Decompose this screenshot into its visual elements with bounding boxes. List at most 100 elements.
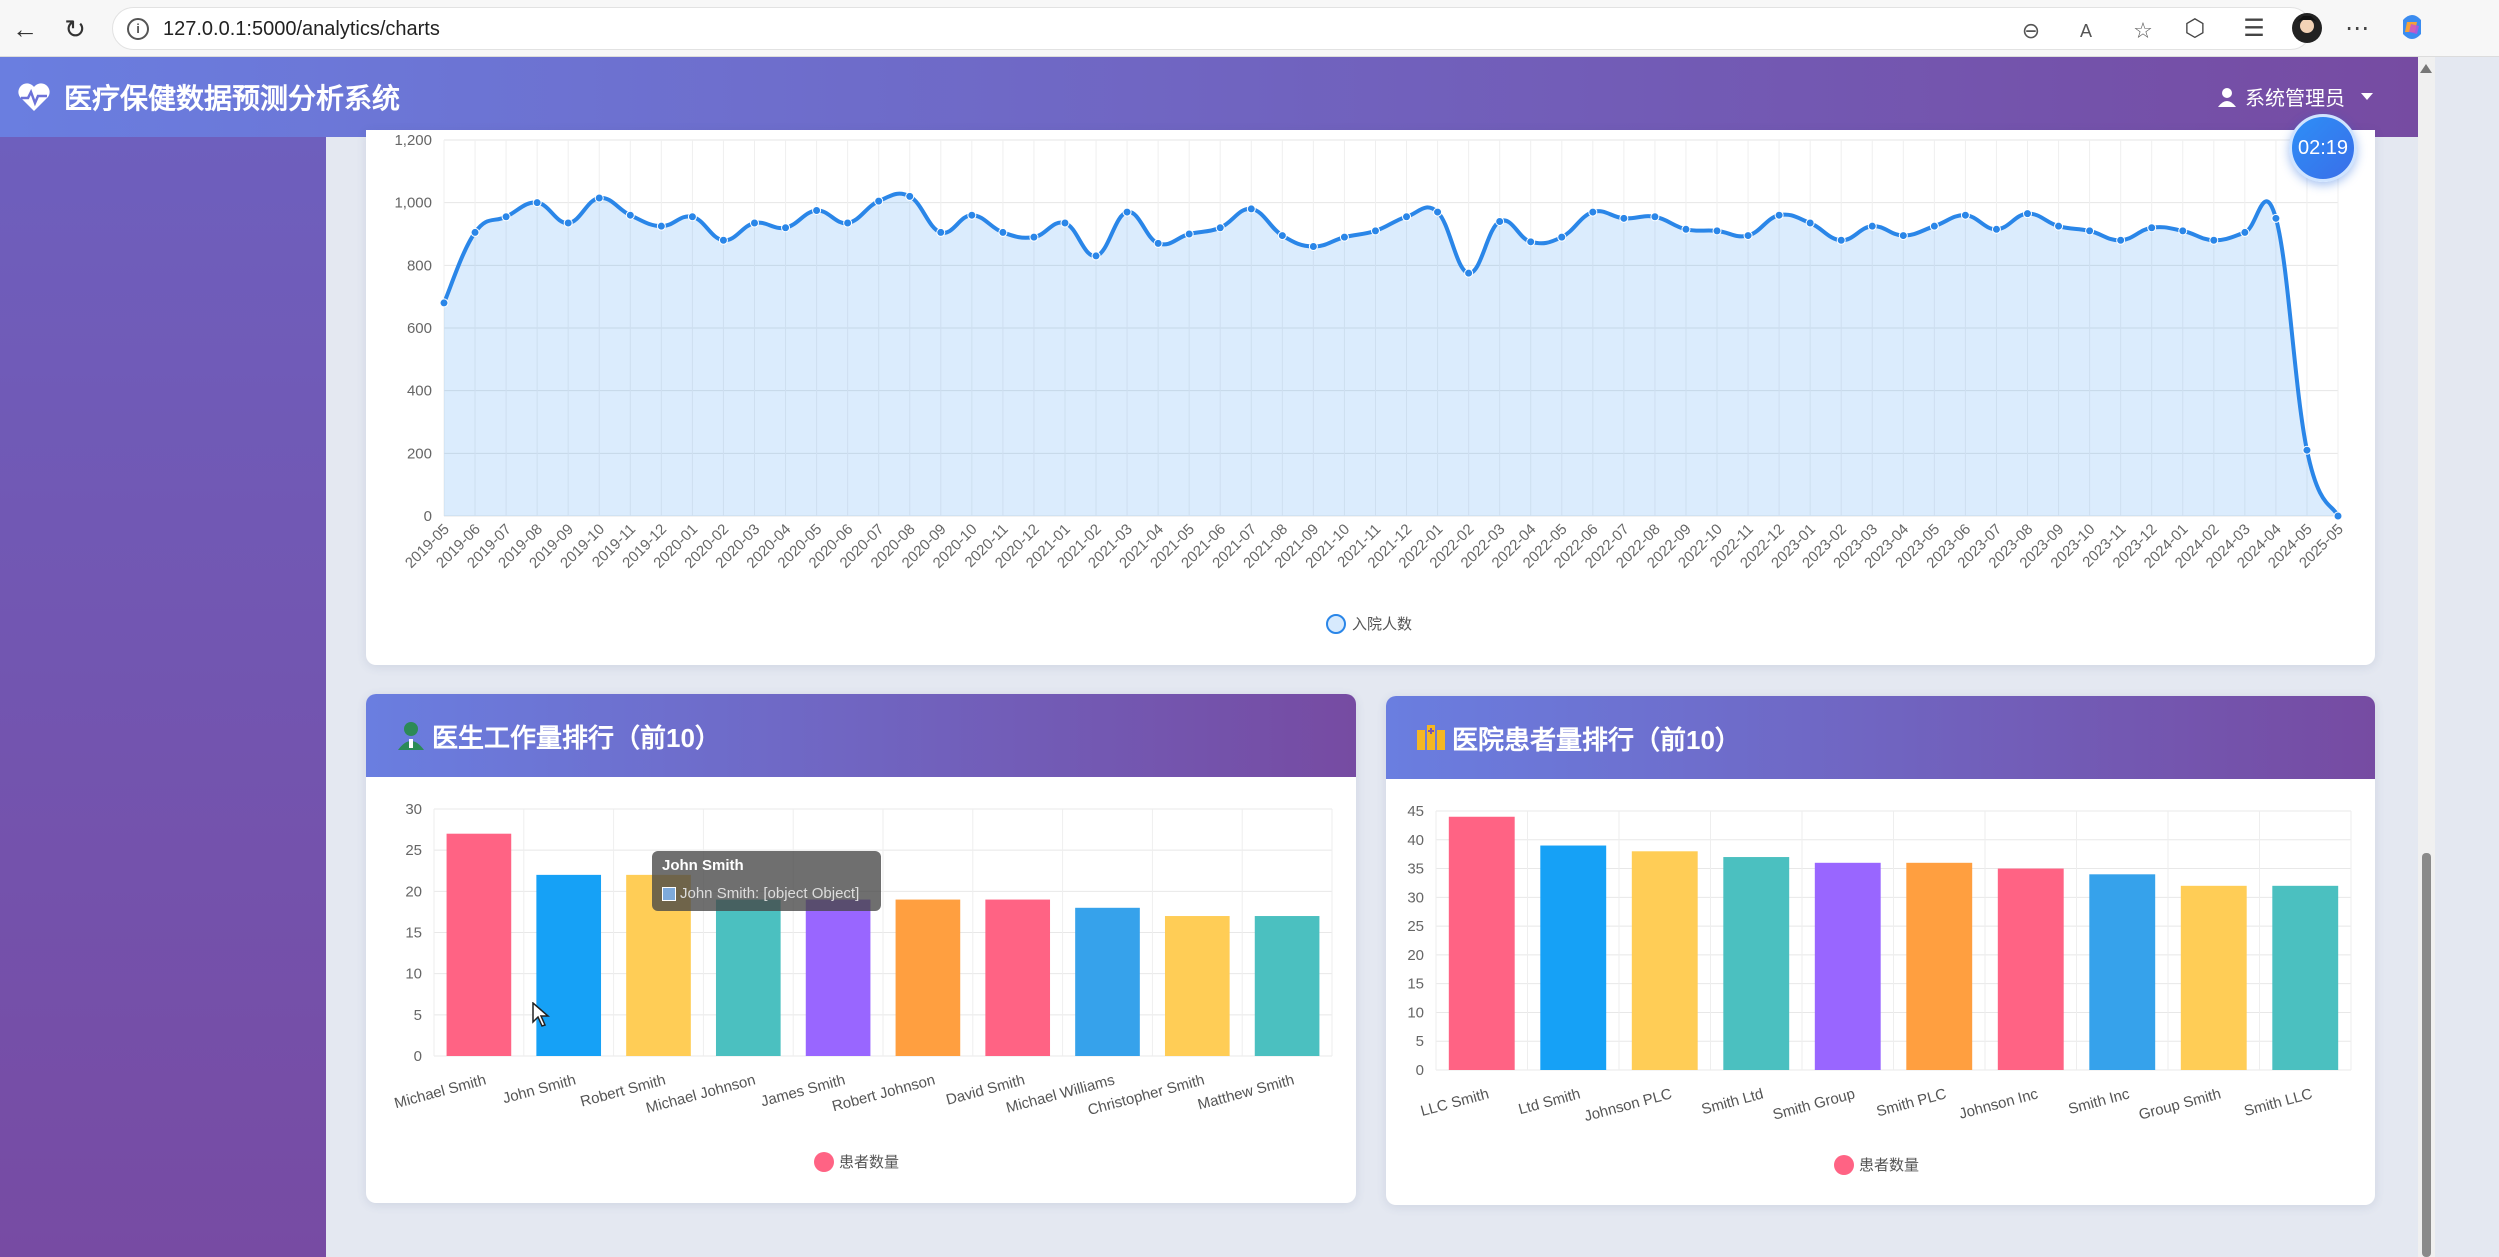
data-point [563, 218, 573, 228]
data-point [625, 210, 635, 220]
bar [536, 874, 602, 1056]
data-point [1774, 210, 1784, 220]
y-tick-label: 35 [1407, 861, 1424, 878]
y-tick-label: 40 [1407, 832, 1424, 849]
y-tick-label: 0 [414, 1048, 422, 1065]
data-point [2178, 226, 2188, 236]
zoom-out-icon[interactable]: ⊖ [2021, 18, 2041, 43]
data-point [1526, 237, 1536, 247]
x-tick-label: Michael Smith [393, 1071, 488, 1112]
data-point [2333, 511, 2343, 521]
admissions-line-chart: 02004006008001,0001,2002019-052019-06201… [394, 132, 2347, 634]
legend-label: 入院人数 [1352, 615, 1412, 633]
data-point [1588, 207, 1598, 217]
hospital-patients-card: 医院患者量排行（前10） 0 5 10 15 20 25 30 35 40 45 LLC Smith… [1386, 696, 2375, 1205]
data-point [532, 198, 542, 208]
x-tick-label: Group Smith [2137, 1085, 2223, 1123]
bar [2180, 885, 2247, 1070]
user-menu[interactable]: 系统管理员 [2217, 82, 2373, 111]
bar [2272, 885, 2339, 1070]
sidebar [0, 137, 326, 1257]
bar [895, 899, 961, 1056]
data-point [905, 191, 915, 201]
doctor-icon [398, 722, 424, 750]
bar [1631, 851, 1698, 1070]
data-point [656, 221, 666, 231]
data-point [936, 227, 946, 237]
y-tick-label: 0 [1416, 1062, 1424, 1079]
data-point [1370, 226, 1380, 236]
data-point [1339, 232, 1349, 242]
more-icon[interactable]: ⋯ [2345, 15, 2369, 42]
data-point [2271, 213, 2281, 223]
legend-swatch [814, 1152, 834, 1172]
data-point [1495, 216, 1505, 226]
y-tick-label: 10 [1407, 1004, 1424, 1021]
reload-icon[interactable]: ↻ [64, 13, 86, 44]
copilot-icon[interactable] [2395, 12, 2429, 46]
y-tick-label: 30 [405, 801, 422, 818]
y-tick-label: 20 [405, 883, 422, 900]
legend-swatch [1834, 1155, 1854, 1175]
card-header: 医院患者量排行（前10） [1386, 696, 2375, 779]
user-icon [2218, 87, 2236, 107]
chevron-down-icon [2361, 93, 2373, 100]
data-point [843, 218, 853, 228]
app-header: 医疗保健数据预测分析系统 系统管理员 [0, 57, 2418, 137]
tooltip-swatch [662, 887, 676, 901]
data-point [1277, 231, 1287, 241]
data-point [1836, 235, 1846, 245]
doctor-bar-chart: 0 5 10 15 20 25 30 Michael Smith John Smith Rober… [393, 801, 1333, 1172]
data-point [2054, 221, 2064, 231]
favorites-icon[interactable]: ☰ [2243, 15, 2265, 42]
bar [1075, 907, 1140, 1056]
data-point [1898, 231, 1908, 241]
favorite-star-icon[interactable]: ☆ [2133, 18, 2153, 43]
data-point [1153, 238, 1163, 248]
extensions-icon[interactable]: ⬡ [2184, 15, 2206, 42]
bar [1997, 868, 2064, 1070]
info-icon[interactable]: i [127, 18, 149, 40]
y-tick-label: 20 [1407, 947, 1424, 964]
bar [1814, 862, 1881, 1070]
data-point [1122, 207, 1132, 217]
card-header: 医生工作量排行（前10） [366, 694, 1356, 777]
data-point [998, 227, 1008, 237]
read-aloud-icon[interactable]: A [2079, 21, 2092, 41]
admissions-chart-card: 0 200 400 600 800 1,000 1,200 2019-05 2019-06 201… [366, 130, 2375, 665]
data-point [2209, 235, 2219, 245]
data-point [874, 196, 884, 206]
data-point [2302, 445, 2312, 455]
data-point [1743, 231, 1753, 241]
data-point [1060, 218, 1070, 228]
heartbeat-icon [18, 83, 50, 111]
x-tick-label: Ltd Smith [1517, 1085, 1583, 1118]
bar [715, 899, 781, 1056]
data-point [1184, 229, 1194, 239]
back-arrow-icon[interactable]: ← [12, 13, 38, 44]
y-tick-label: 1,000 [394, 195, 432, 212]
data-point [2240, 227, 2250, 237]
address-bar[interactable]: i 127.0.0.1:5000/analytics/charts ⊖ A ☆ [112, 7, 2312, 50]
data-point [1619, 213, 1629, 223]
scroll-up-icon[interactable] [2420, 64, 2432, 73]
data-point [1557, 232, 1567, 242]
data-point [470, 227, 480, 237]
browser-toolbar: ← ↻ i 127.0.0.1:5000/analytics/charts ⊖ … [0, 0, 2499, 57]
hospital-icon [1417, 725, 1445, 750]
bar [446, 833, 512, 1056]
x-tick-label: Smith Ltd [1700, 1085, 1766, 1118]
tooltip-title: John Smith [662, 857, 744, 874]
x-tick-label: Smith LLC [2242, 1085, 2314, 1120]
doctor-workload-card: 医生工作量排行（前10） 0 5 10 15 20 25 30 Michael Smith Jo… [366, 694, 1356, 1203]
data-point [1215, 223, 1225, 233]
bar [805, 899, 871, 1056]
y-tick-label: 800 [407, 257, 432, 274]
y-tick-label: 400 [407, 383, 432, 400]
data-point [749, 218, 759, 228]
profile-avatar-icon[interactable] [2290, 12, 2324, 46]
scrollbar-thumb[interactable] [2422, 853, 2431, 1257]
x-tick-label: Smith Group [1771, 1085, 1857, 1123]
data-point [1091, 251, 1101, 261]
